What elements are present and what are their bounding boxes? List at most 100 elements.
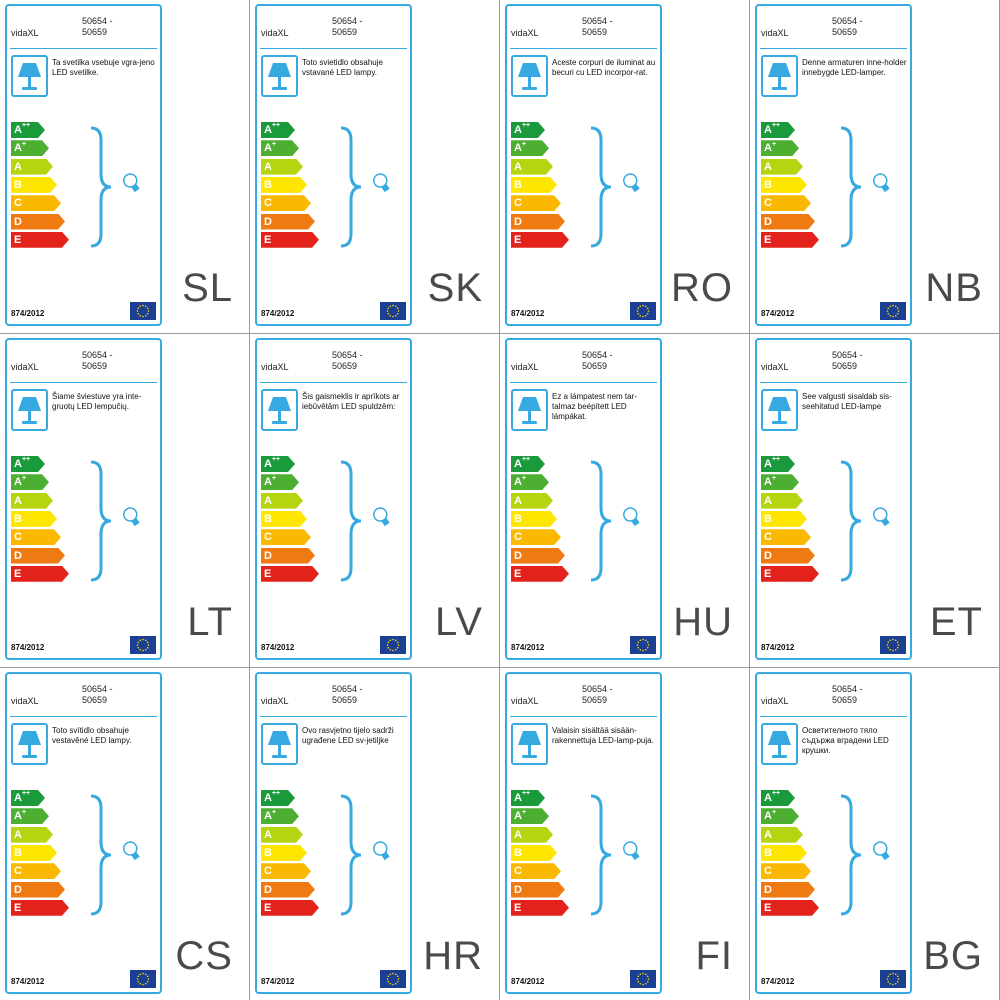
brand-name: vidaXL <box>761 28 789 38</box>
energy-class-letter: E <box>14 901 22 914</box>
energy-class-arrow: A <box>761 159 803 175</box>
led-description: Ovo rasvjetno tijelo sadrži ugrađene LED… <box>302 726 394 745</box>
energy-class-letter: A <box>14 142 22 155</box>
model-number: 50654 -50659 <box>582 350 613 372</box>
lamp-icon <box>761 723 798 765</box>
energy-class-arrow: D <box>261 882 315 898</box>
model-number: 50654 -50659 <box>82 684 113 706</box>
brand-name: vidaXL <box>261 696 289 706</box>
header-divider <box>510 716 657 717</box>
energy-label-card: vidaXL 50654 -50659 Valaisin sisältää sisä… <box>505 672 662 994</box>
model-number-line-2: 50659 <box>332 695 358 705</box>
energy-class-letter: C <box>264 531 272 544</box>
energy-class-arrow: A++ <box>761 122 795 138</box>
energy-class-arrow: A++ <box>11 122 45 138</box>
energy-class-arrow: C <box>511 863 561 879</box>
energy-label-card: vidaXL 50654 -50659 Toto svítidlo obsahuje… <box>5 672 162 994</box>
energy-class-letter: E <box>264 567 272 580</box>
energy-class-scale: A++ A+ A B C D E <box>511 122 581 250</box>
eu-flag-icon <box>880 970 906 988</box>
light-bulb-icon <box>623 173 640 193</box>
energy-class-letter: E <box>764 567 772 580</box>
model-number-line-1: 50654 - <box>332 16 363 26</box>
energy-class-scale: A++ A+ A B C D E <box>261 456 331 584</box>
energy-class-letter: C <box>514 197 522 210</box>
model-number-line-2: 50659 <box>582 361 608 371</box>
led-description: Aceste corpuri de iluminat au becuri cu … <box>552 58 656 77</box>
energy-class-scale: A++ A+ A B C D E <box>261 790 331 918</box>
energy-class-letter: D <box>514 883 522 896</box>
brand-name: vidaXL <box>11 28 39 38</box>
energy-class-superscript: + <box>21 140 27 148</box>
energy-label-card: vidaXL 50654 -50659 Ta svetilka vsebuje vg… <box>5 4 162 326</box>
energy-class-arrow: C <box>511 195 561 211</box>
model-number-line-2: 50659 <box>582 27 608 37</box>
header-divider <box>260 48 407 49</box>
energy-class-letter: A <box>264 828 272 841</box>
brace-icon <box>90 794 112 916</box>
energy-class-superscript: + <box>521 140 527 148</box>
energy-class-arrow: D <box>511 548 565 564</box>
energy-class-superscript: ++ <box>521 790 531 798</box>
light-bulb-icon <box>623 841 640 861</box>
energy-class-letter: B <box>764 178 772 191</box>
label-cell-et: vidaXL 50654 -50659 See valgusti sisaldab … <box>750 334 1000 668</box>
header-divider <box>760 716 907 717</box>
energy-class-scale: A++ A+ A B C D E <box>511 790 581 918</box>
model-number: 50654 -50659 <box>332 16 363 38</box>
light-bulb-icon <box>873 173 890 193</box>
language-code: HR <box>423 934 483 978</box>
energy-class-arrow: D <box>261 548 315 564</box>
energy-class-arrow: D <box>11 548 65 564</box>
energy-class-letter: A <box>14 494 22 507</box>
eu-flag-icon <box>630 302 656 320</box>
eu-flag-icon <box>880 302 906 320</box>
energy-class-letter: A <box>764 160 772 173</box>
energy-class-letter: C <box>514 865 522 878</box>
eu-flag-icon <box>130 302 156 320</box>
energy-class-superscript: ++ <box>21 790 31 798</box>
energy-class-arrow: A++ <box>11 456 45 472</box>
energy-class-superscript: + <box>21 474 27 482</box>
header-divider <box>10 716 157 717</box>
energy-class-arrow: E <box>761 566 819 582</box>
header-divider <box>760 48 907 49</box>
energy-class-arrow: E <box>261 900 319 916</box>
eu-flag-icon <box>130 970 156 988</box>
regulation-number: 874/2012 <box>511 643 545 652</box>
energy-class-scale: A++ A+ A B C D E <box>761 456 831 584</box>
energy-class-letter: A <box>514 142 522 155</box>
energy-label-card: vidaXL 50654 -50659 Ez a lámpatest nem tar… <box>505 338 662 660</box>
energy-class-superscript: ++ <box>271 456 281 464</box>
energy-class-letter: A <box>264 792 272 804</box>
energy-class-letter: A <box>264 476 272 489</box>
energy-class-letter: C <box>14 197 22 210</box>
label-cell-lt: vidaXL 50654 -50659 Šiame šviestuve yra in… <box>0 334 250 668</box>
energy-class-letter: A <box>764 124 772 136</box>
regulation-number: 874/2012 <box>11 977 45 986</box>
energy-class-arrow: A <box>261 827 303 843</box>
energy-class-arrow: C <box>761 195 811 211</box>
light-bulb-icon <box>123 173 140 193</box>
model-number: 50654 -50659 <box>82 16 113 38</box>
energy-class-arrow: A++ <box>761 456 795 472</box>
energy-class-letter: B <box>264 178 272 191</box>
energy-class-letter: C <box>14 531 22 544</box>
model-number-line-1: 50654 - <box>82 684 113 694</box>
model-number-line-1: 50654 - <box>582 684 613 694</box>
model-number-line-2: 50659 <box>332 361 358 371</box>
model-number: 50654 -50659 <box>832 16 863 38</box>
eu-flag-icon <box>380 636 406 654</box>
header-divider <box>760 382 907 383</box>
energy-class-arrow: B <box>761 845 807 861</box>
energy-class-letter: B <box>14 512 22 525</box>
energy-class-letter: E <box>514 567 522 580</box>
brand-name: vidaXL <box>511 696 539 706</box>
energy-class-superscript: ++ <box>771 122 781 130</box>
energy-class-arrow: C <box>261 863 311 879</box>
energy-class-superscript: ++ <box>771 790 781 798</box>
brace-icon <box>590 460 612 582</box>
light-bulb-icon <box>123 507 140 527</box>
regulation-number: 874/2012 <box>261 977 295 986</box>
model-number-line-2: 50659 <box>832 361 858 371</box>
